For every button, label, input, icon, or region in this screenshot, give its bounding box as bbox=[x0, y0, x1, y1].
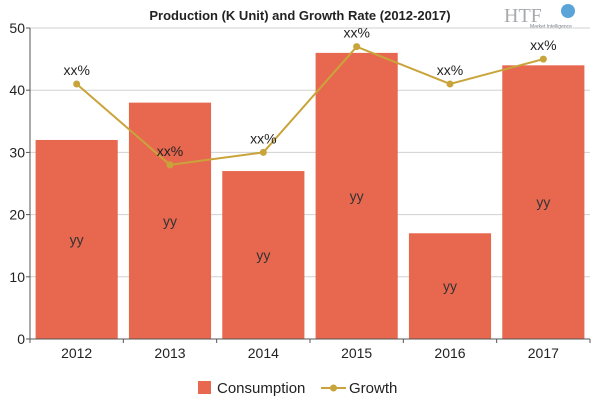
bar-2016 bbox=[408, 233, 492, 339]
x-tick-label-2012: 2012 bbox=[61, 345, 92, 361]
growth-line bbox=[76, 45, 544, 166]
growth-point-2016 bbox=[446, 80, 454, 88]
bar-label-2015: yy bbox=[350, 188, 364, 204]
legend-label-growth: Growth bbox=[349, 380, 397, 397]
y-tick-label-0: 0 bbox=[17, 331, 25, 347]
x-tick-label-2016: 2016 bbox=[434, 345, 465, 361]
x-tick-label-2013: 2013 bbox=[154, 345, 185, 361]
logo-subtitle: Market Intelligence bbox=[530, 24, 572, 30]
bar-label-2017: yy bbox=[536, 194, 550, 210]
bar-label-2012: yy bbox=[70, 231, 84, 247]
growth-label-2014: xx% bbox=[250, 130, 276, 146]
bar-2017 bbox=[502, 65, 585, 339]
x-tick-label-2015: 2015 bbox=[341, 345, 372, 361]
growth-point-2014 bbox=[259, 148, 267, 156]
bar-label-2013: yy bbox=[163, 213, 177, 229]
growth-point-2012 bbox=[73, 80, 81, 88]
growth-label-2016: xx% bbox=[437, 62, 463, 78]
bar-label-2016: yy bbox=[443, 278, 457, 294]
legend-swatch-consumption bbox=[198, 381, 211, 394]
logo-globe-icon bbox=[561, 4, 575, 18]
growth-point-2017 bbox=[539, 55, 547, 63]
y-tick-label-20: 20 bbox=[9, 207, 25, 223]
chart-title: Production (K Unit) and Growth Rate (201… bbox=[149, 8, 450, 23]
y-tick-label-10: 10 bbox=[9, 269, 25, 285]
legend-label-consumption: Consumption bbox=[217, 380, 305, 397]
growth-label-2015: xx% bbox=[343, 25, 369, 41]
bar-2012 bbox=[35, 139, 118, 339]
y-tick-label-30: 30 bbox=[9, 144, 25, 160]
legend: Consumption Growth bbox=[198, 380, 397, 397]
logo-text: HTF bbox=[504, 5, 542, 27]
bar-2014 bbox=[222, 171, 305, 339]
y-tick-label-50: 50 bbox=[9, 20, 25, 36]
bar-label-2014: yy bbox=[256, 247, 270, 263]
growth-point-2013 bbox=[166, 161, 174, 169]
growth-label-2017: xx% bbox=[530, 37, 556, 53]
y-tick-label-40: 40 bbox=[9, 82, 25, 98]
htf-logo: HTF Market Intelligence bbox=[504, 4, 575, 30]
bar-2015 bbox=[315, 52, 398, 339]
growth-point-2015 bbox=[353, 43, 361, 51]
x-tick-label-2017: 2017 bbox=[528, 345, 559, 361]
growth-label-2012: xx% bbox=[63, 62, 89, 78]
growth-label-2013: xx% bbox=[157, 143, 183, 159]
legend-swatch-growth-marker bbox=[330, 384, 337, 392]
x-tick-label-2014: 2014 bbox=[248, 345, 279, 361]
